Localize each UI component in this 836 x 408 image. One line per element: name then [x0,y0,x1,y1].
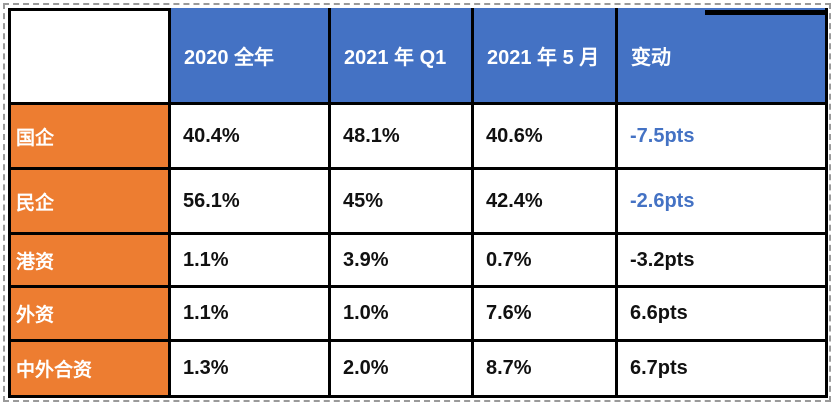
cell-foreign-2020[interactable]: 1.1% [171,288,331,342]
cell-soe-2021may[interactable]: 40.6% [474,105,618,170]
cell-soe-change[interactable]: -7.5pts [618,105,828,170]
cell-foreign-2021q1[interactable]: 1.0% [331,288,474,342]
cell-soe-2021q1[interactable]: 48.1% [331,105,474,170]
cell-hk-2020[interactable]: 1.1% [171,235,331,288]
partial-top-border-segment [705,10,828,15]
cell-hk-change[interactable]: -3.2pts [618,235,828,288]
row-label-soe[interactable]: 国企 [8,105,171,170]
corner-cell[interactable] [8,8,171,105]
row-label-foreign[interactable]: 外资 [8,288,171,342]
cell-jv-2020[interactable]: 1.3% [171,342,331,398]
cell-private-change[interactable]: -2.6pts [618,170,828,235]
row-label-private[interactable]: 民企 [8,170,171,235]
col-header-2021may[interactable]: 2021 年 5 月 [474,8,618,105]
col-header-2021q1[interactable]: 2021 年 Q1 [331,8,474,105]
row-label-hk[interactable]: 港资 [8,235,171,288]
cell-jv-change[interactable]: 6.7pts [618,342,828,398]
cell-hk-2021q1[interactable]: 3.9% [331,235,474,288]
cell-foreign-2021may[interactable]: 7.6% [474,288,618,342]
cell-jv-2021may[interactable]: 8.7% [474,342,618,398]
cell-private-2021may[interactable]: 42.4% [474,170,618,235]
col-header-change[interactable]: 变动 [618,8,828,105]
cell-hk-2021may[interactable]: 0.7% [474,235,618,288]
cell-private-2021q1[interactable]: 45% [331,170,474,235]
ownership-share-table[interactable]: 2020 全年 2021 年 Q1 2021 年 5 月 变动 国企 40.4%… [8,8,828,398]
col-header-2020[interactable]: 2020 全年 [171,8,331,105]
row-label-joint-venture[interactable]: 中外合资 [8,342,171,398]
cell-jv-2021q1[interactable]: 2.0% [331,342,474,398]
cell-private-2020[interactable]: 56.1% [171,170,331,235]
cell-soe-2020[interactable]: 40.4% [171,105,331,170]
cell-foreign-change[interactable]: 6.6pts [618,288,828,342]
